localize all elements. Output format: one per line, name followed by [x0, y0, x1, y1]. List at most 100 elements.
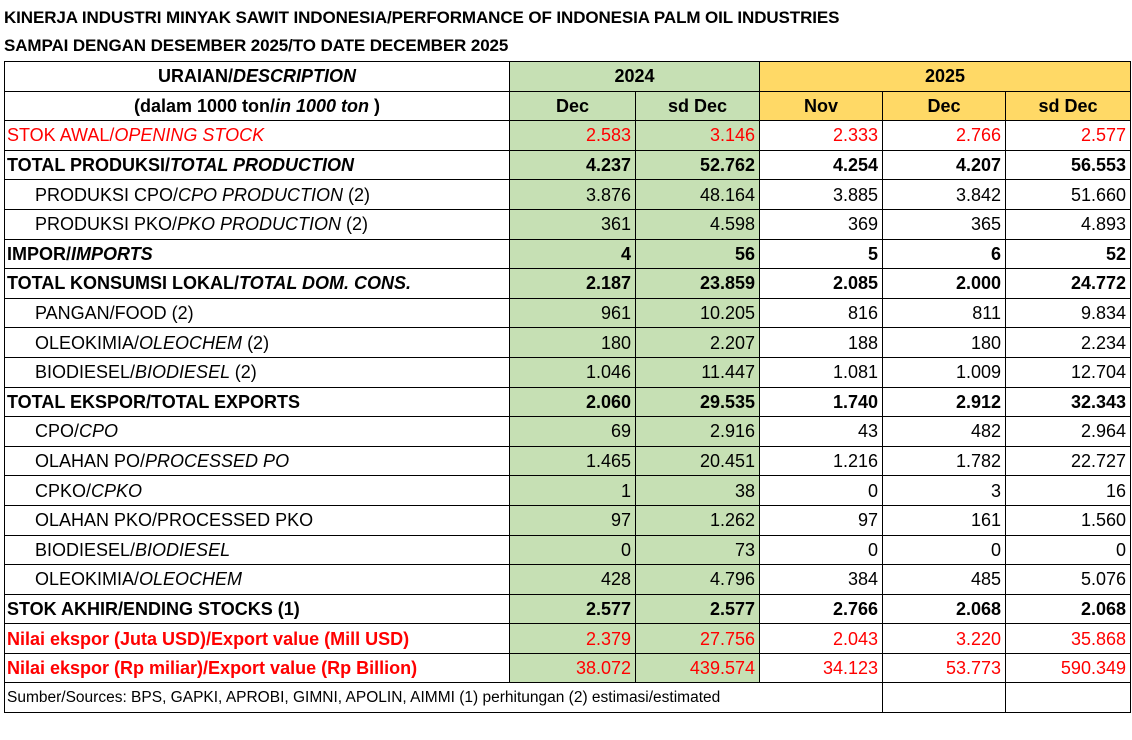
- row-description: STOK AWAL/OPENING STOCK: [4, 120, 510, 151]
- table-row: TOTAL KONSUMSI LOKAL/TOTAL DOM. CONS. 2.1…: [4, 268, 1131, 299]
- table-row: OLEOKIMIA/OLEOCHEM 428 4.796 384 485 5.076: [4, 564, 1131, 595]
- row-description: OLAHAN PKO/PROCESSED PKO: [4, 504, 510, 536]
- table-row: CPO/CPO 69 2.916 43 482 2.964: [4, 416, 1131, 447]
- cell-2025-sd-dec: 2.577: [1005, 120, 1131, 151]
- cell-2025-sd-dec: 35.868: [1005, 623, 1131, 654]
- row-label: PRODUKSI PKO/: [35, 214, 178, 235]
- row-label-italic: TOTAL DOM. CONS.: [239, 273, 412, 294]
- cell-2025-nov: 1.081: [759, 356, 883, 388]
- cell-2025-nov: 384: [759, 564, 883, 595]
- cell-2024-dec: 2.187: [509, 268, 636, 299]
- cell-2025-dec: 1.009: [882, 356, 1006, 388]
- row-label: PANGAN/FOOD (2): [35, 303, 194, 324]
- cell-2024-dec: 3.876: [509, 179, 636, 210]
- cell-2025-sd-dec: 2.234: [1005, 327, 1131, 358]
- row-label: TOTAL PRODUKSI/: [7, 155, 171, 176]
- cell-2024-sd-dec: 20.451: [635, 445, 760, 477]
- cell-2025-dec: 365: [882, 208, 1006, 240]
- palm-oil-table: URAIAN/DESCRIPTION 2024 2025 (dalam 1000…: [4, 61, 1131, 714]
- table-row: STOK AKHIR/ENDING STOCKS (1) 2.577 2.577 2.…: [4, 593, 1131, 625]
- row-label-italic: PKO PRODUCTION: [177, 214, 347, 235]
- row-label-italic: BIODIESEL: [135, 362, 235, 383]
- row-label: CPO/: [35, 421, 80, 442]
- cell-2024-dec: 97: [509, 504, 636, 536]
- row-label: OLEOKIMIA/: [35, 332, 140, 353]
- cell-2025-sd-dec: 4.893: [1005, 208, 1131, 240]
- row-label: STOK AKHIR/ENDING STOCKS (1): [7, 598, 300, 619]
- row-label: BIODIESEL/: [35, 539, 136, 560]
- row-description: TOTAL KONSUMSI LOKAL/TOTAL DOM. CONS.: [4, 268, 510, 299]
- cell-2025-sd-dec: 56.553: [1005, 149, 1131, 181]
- cell-2025-nov: 188: [759, 327, 883, 358]
- row-description: OLEOKIMIA/OLEOCHEM (2): [4, 327, 510, 358]
- cell-2025-nov: 369: [759, 208, 883, 240]
- row-label-italic: PROCESSED PO: [145, 451, 290, 472]
- cell-2024-sd-dec: 4.598: [635, 208, 760, 240]
- row-description: PRODUKSI CPO/CPO PRODUCTION (2): [4, 179, 510, 210]
- cell-2024-sd-dec: 23.859: [635, 268, 760, 299]
- row-description: Nilai ekspor (Rp miliar)/Export value (R…: [4, 652, 510, 684]
- description-header-italic: DESCRIPTION: [232, 66, 356, 87]
- row-label: TOTAL EKSPOR/TOTAL EXPORTS: [7, 391, 301, 412]
- row-label: OLEOKIMIA/: [35, 569, 140, 590]
- row-label: OLAHAN PO/: [35, 451, 146, 472]
- row-label-italic: BIODIESEL: [135, 539, 231, 560]
- row-label-suffix: (2): [346, 214, 369, 235]
- cell-2024-dec: 1: [509, 475, 636, 506]
- row-description: PRODUKSI PKO/PKO PRODUCTION (2): [4, 208, 510, 240]
- cell-2025-sd-dec: 2.068: [1005, 593, 1131, 625]
- cell-2024-sd-dec: 29.535: [635, 386, 760, 418]
- unit-header-pre: (dalam 1000 ton/: [133, 95, 275, 116]
- row-description: Nilai ekspor (Juta USD)/Export value (Mi…: [4, 623, 510, 654]
- cell-2025-dec: 161: [882, 504, 1006, 536]
- cell-2025-dec: 3: [882, 475, 1006, 506]
- row-label: BIODIESEL/: [35, 362, 136, 383]
- row-label: STOK AWAL/: [7, 125, 115, 146]
- cell-2024-sd-dec: 2.577: [635, 593, 760, 625]
- table-row: OLEOKIMIA/OLEOCHEM (2) 180 2.207 188 180 2.23…: [4, 327, 1131, 358]
- source-note: Sumber/Sources: BPS, GAPKI, APROBI, GIMN…: [4, 682, 883, 714]
- unit-header: (dalam 1000 ton/in 1000 ton ): [4, 90, 510, 122]
- cell-2025-sd-dec: 590.349: [1005, 652, 1131, 684]
- cell-2024-dec: 4.237: [509, 149, 636, 181]
- cell-2024-dec: 4: [509, 238, 636, 270]
- row-description: BIODIESEL/BIODIESEL (2): [4, 356, 510, 388]
- table-row: PRODUKSI CPO/CPO PRODUCTION (2) 3.876 48.1…: [4, 179, 1131, 210]
- row-description: PANGAN/FOOD (2): [4, 297, 510, 329]
- cell-2024-sd-dec: 56: [635, 238, 760, 270]
- row-label-suffix: (2): [348, 184, 371, 205]
- table-row: BIODIESEL/BIODIESEL 0 73 0 0 0: [4, 534, 1131, 566]
- row-label: TOTAL KONSUMSI LOKAL/: [7, 273, 239, 294]
- row-label: CPKO/: [35, 480, 92, 501]
- unit-header-italic: in 1000 ton: [275, 95, 370, 116]
- year-2025-header: 2025: [759, 61, 1131, 92]
- table-row: OLAHAN PO/PROCESSED PO 1.465 20.451 1.216 1.…: [4, 445, 1131, 477]
- cell-2025-nov: 2.085: [759, 268, 883, 299]
- cell-2024-sd-dec: 3.146: [635, 120, 760, 151]
- cell-2025-sd-dec: 9.834: [1005, 297, 1131, 329]
- cell-2025-nov: 43: [759, 416, 883, 447]
- cell-2025-nov: 816: [759, 297, 883, 329]
- header-row-2: (dalam 1000 ton/in 1000 ton ) Dec sd Dec…: [4, 90, 1131, 122]
- year-2024-header: 2024: [509, 61, 760, 92]
- cell-2025-dec: 4.207: [882, 149, 1006, 181]
- cell-2025-nov: 1.740: [759, 386, 883, 418]
- empty-cell: [882, 682, 1006, 714]
- cell-2025-sd-dec: 2.964: [1005, 416, 1131, 447]
- cell-2025-dec: 53.773: [882, 652, 1006, 684]
- cell-2025-nov: 2.043: [759, 623, 883, 654]
- cell-2025-dec: 811: [882, 297, 1006, 329]
- description-header-main: URAIAN/: [157, 66, 233, 87]
- header-row-1: URAIAN/DESCRIPTION 2024 2025: [4, 61, 1131, 92]
- cell-2024-sd-dec: 73: [635, 534, 760, 566]
- row-label-italic: CPO PRODUCTION: [178, 184, 349, 205]
- cell-2025-sd-dec: 1.560: [1005, 504, 1131, 536]
- table-row: OLAHAN PKO/PROCESSED PKO 97 1.262 97 161 1.56…: [4, 504, 1131, 536]
- row-label-italic: OLEOCHEM: [139, 332, 248, 353]
- cell-2025-dec: 180: [882, 327, 1006, 358]
- cell-2025-nov: 0: [759, 475, 883, 506]
- row-description: IMPOR/IMPORTS: [4, 238, 510, 270]
- cell-2025-sd-dec: 52: [1005, 238, 1131, 270]
- col-2025-nov: Nov: [759, 90, 883, 122]
- cell-2024-dec: 961: [509, 297, 636, 329]
